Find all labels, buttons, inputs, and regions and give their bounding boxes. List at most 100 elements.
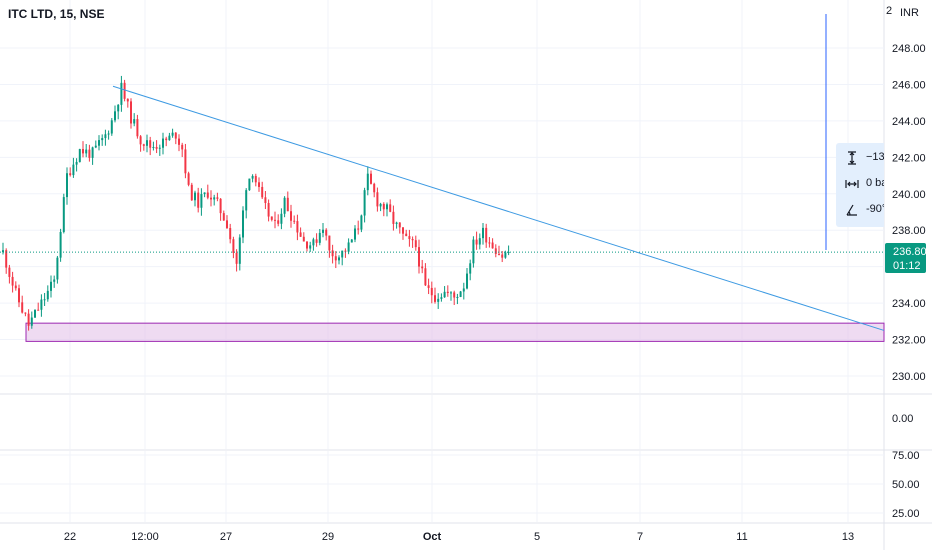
symbol-title[interactable]: ITC LTD, 15, NSE	[8, 7, 105, 21]
candle-body	[466, 273, 468, 289]
candle-body	[338, 257, 340, 261]
candle-body	[354, 228, 356, 240]
bar-countdown: 01:12	[893, 260, 921, 272]
x-tick-label: 7	[637, 531, 643, 543]
candle-body	[88, 149, 91, 158]
candle-body	[46, 290, 49, 300]
candle-body	[56, 257, 59, 280]
candle-body	[488, 242, 491, 244]
candle-body	[69, 173, 72, 176]
y-tick-label: 248.00	[892, 43, 926, 55]
candle-body	[261, 186, 264, 198]
candle-body	[254, 175, 257, 183]
candle-body	[34, 309, 36, 318]
candle-body	[120, 82, 123, 105]
candle-body	[456, 296, 459, 298]
candle-body	[376, 192, 379, 207]
candle-body	[475, 239, 478, 245]
candle-body	[325, 229, 328, 236]
x-tick-label: 29	[322, 531, 334, 543]
candle-body	[418, 247, 420, 267]
candle-body	[200, 194, 203, 208]
last-price-value: 236.80	[893, 246, 927, 258]
x-tick-label: 5	[534, 531, 540, 543]
candles-layer	[2, 75, 510, 331]
y-tick-label: 75.00	[892, 450, 920, 462]
candle-body	[174, 132, 177, 139]
candle-body	[190, 184, 193, 201]
candle-body	[331, 250, 334, 257]
candle-body	[146, 140, 148, 146]
candle-body	[206, 192, 209, 198]
measure-price-change: −13	[866, 151, 884, 163]
measure-tooltip: −13 0 ba -90°	[836, 143, 884, 227]
last-price-tag: 236.80 01:12	[885, 243, 927, 273]
candle-body	[11, 276, 14, 286]
candle-body	[216, 197, 219, 199]
candle-body	[290, 211, 292, 221]
candle-body	[373, 183, 376, 193]
candle-body	[402, 227, 404, 234]
candle-body	[347, 242, 350, 252]
candle-body	[293, 220, 296, 222]
candle-body	[50, 281, 52, 291]
candle-body	[306, 241, 308, 249]
candle-body	[94, 145, 97, 148]
candle-body	[491, 242, 494, 249]
candle-body	[149, 140, 152, 148]
candle-body	[459, 291, 462, 297]
currency-label[interactable]: INR	[898, 6, 921, 20]
candle-body	[232, 239, 235, 253]
candle-body	[299, 232, 302, 237]
candle-body	[139, 136, 142, 145]
candle-body	[5, 250, 8, 268]
candle-body	[309, 245, 312, 249]
candle-body	[181, 144, 184, 150]
candle-body	[382, 203, 385, 210]
candle-body	[126, 98, 129, 102]
candle-body	[133, 119, 136, 124]
candle-body	[434, 295, 436, 302]
candle-body	[155, 146, 158, 149]
candle-body	[411, 239, 414, 241]
candle-body	[344, 250, 347, 252]
candle-body	[168, 135, 171, 141]
candle-body	[469, 263, 472, 274]
candle-body	[21, 302, 24, 313]
candle-body	[238, 237, 241, 264]
candle-body	[242, 210, 244, 238]
candle-body	[222, 213, 225, 221]
candle-body	[142, 144, 145, 146]
candle-body	[210, 197, 212, 200]
candle-body	[446, 291, 449, 293]
bars-range-icon	[845, 180, 859, 188]
candle-body	[59, 231, 62, 258]
candle-body	[43, 299, 46, 301]
candle-body	[498, 253, 500, 255]
candle-body	[507, 252, 510, 254]
measure-angle-row: -90°	[836, 199, 884, 221]
candle-body	[370, 173, 372, 184]
x-tick-label: 27	[220, 531, 232, 543]
candle-body	[171, 132, 174, 136]
trendline	[112, 85, 885, 331]
candle-body	[98, 140, 100, 146]
candle-body	[398, 222, 401, 228]
x-tick-label: 22	[64, 531, 76, 543]
candle-body	[62, 197, 65, 232]
candle-body	[430, 287, 433, 296]
time-axis: 22 12:00 27 29 Oct 5 7 11 13	[64, 531, 854, 543]
candle-body	[123, 82, 126, 99]
candle-body	[248, 178, 251, 191]
candle-body	[421, 266, 424, 269]
y-tick-label: 0.00	[892, 413, 913, 425]
candle-body	[405, 233, 408, 237]
candle-body	[322, 229, 324, 233]
candle-body	[158, 147, 161, 149]
x-tick-label: 12:00	[131, 531, 159, 543]
candle-body	[494, 248, 497, 254]
candle-body	[251, 175, 254, 179]
angle-icon	[846, 204, 857, 216]
